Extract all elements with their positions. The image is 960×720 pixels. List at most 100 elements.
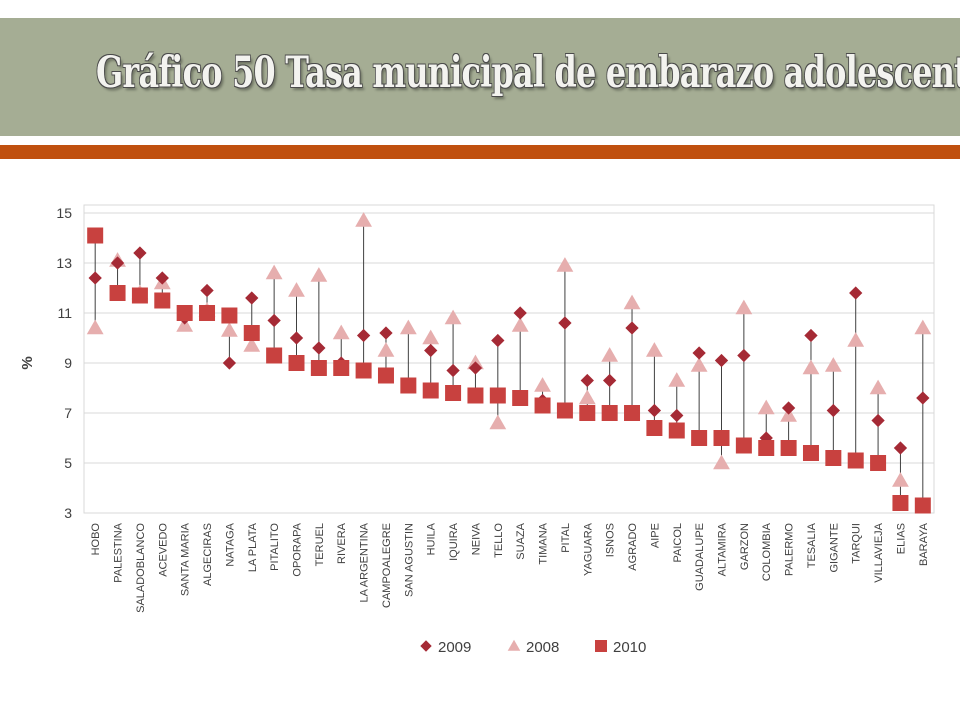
x-tick-label: PALERMO [784, 523, 796, 576]
point-2009 [356, 328, 371, 343]
point-2008 [332, 324, 350, 340]
x-tick-label: NATAGA [224, 522, 236, 566]
point-2008 [892, 472, 909, 487]
point-2009 [289, 331, 304, 345]
point-2010 [579, 405, 596, 421]
divider-line [0, 138, 960, 141]
x-tick-label: SUAZA [515, 522, 527, 559]
x-tick-label: ELIAS [895, 523, 907, 554]
point-2008 [444, 309, 462, 325]
x-tick-label: AIPE [649, 523, 661, 548]
point-2008 [690, 357, 708, 372]
point-2009 [110, 256, 125, 270]
chart-container: 3 5 7 9 11 13 15% HOBO PALESTINA SALADOBLANCO ACEV… [14, 178, 946, 678]
x-tick-label: VILLAVIEJA [873, 522, 885, 582]
point-2010 [691, 430, 708, 446]
x-tick-label: TERUEL [314, 523, 326, 566]
legend-marker-2010 [595, 640, 607, 652]
legend-label: 2008 [526, 639, 559, 656]
x-tick-label: HUILA [426, 522, 438, 555]
x-tick-label: RIVERA [336, 522, 348, 564]
point-2010 [310, 360, 327, 376]
y-tick-label: 3 [64, 505, 72, 521]
point-2008 [578, 389, 596, 405]
point-2010 [109, 285, 126, 301]
x-tick-label: GUADALUPE [694, 523, 706, 591]
point-2008 [399, 319, 417, 335]
x-tick-label: LA ARGENTINA [359, 522, 371, 602]
x-tick-label: LA PLATA [247, 522, 259, 572]
point-2010 [624, 405, 641, 421]
y-tick-label: 13 [56, 255, 72, 271]
point-2009 [826, 403, 840, 418]
point-2009 [647, 403, 662, 418]
point-2009 [804, 328, 818, 343]
legend-label: 2010 [613, 639, 646, 656]
point-2009 [200, 283, 214, 298]
x-tick-label: GIGANTE [828, 523, 840, 573]
point-2009 [513, 306, 527, 320]
y-tick-label: 7 [64, 405, 72, 421]
point-2010 [802, 445, 819, 461]
point-2009 [267, 313, 281, 328]
point-2008 [422, 329, 440, 345]
point-2008 [869, 379, 887, 395]
plot-area [83, 204, 935, 514]
x-tick-label: GARZON [739, 523, 751, 570]
x-tick-label: SAN AGUSTIN [403, 523, 415, 597]
point-2010 [422, 382, 439, 399]
point-2009 [893, 441, 908, 455]
legend-marker-2009 [420, 640, 432, 652]
point-2008 [265, 264, 283, 280]
point-2010 [400, 377, 417, 394]
point-2009 [737, 348, 751, 363]
point-2010 [266, 347, 283, 364]
x-tick-label: BARAYA [918, 522, 930, 566]
point-2010 [646, 420, 663, 436]
point-2010 [556, 402, 573, 419]
x-tick-label: TELLO [493, 523, 505, 558]
y-axis-label: % [19, 356, 36, 369]
point-2009 [245, 291, 259, 305]
point-2009 [88, 271, 102, 285]
y-tick-label: 9 [64, 355, 72, 371]
point-2009 [379, 326, 393, 340]
point-2010 [489, 387, 506, 404]
point-2010 [914, 497, 931, 514]
point-2009 [491, 333, 505, 348]
point-2010 [87, 227, 104, 244]
x-tick-label: COLOMBIA [761, 522, 773, 581]
x-tick-label: PALESTINA [113, 522, 125, 582]
point-2008 [713, 454, 730, 470]
point-2010 [288, 355, 305, 371]
legend-marker-2008 [507, 639, 521, 651]
point-2010 [243, 325, 260, 341]
x-tick-label: NEIVA [470, 522, 482, 555]
x-tick-label: ISNOS [605, 523, 617, 557]
chart-svg: 3 5 7 9 11 13 15% HOBO PALESTINA SALADOBLANCO ACEV… [19, 204, 935, 656]
y-tick-label: 15 [56, 205, 72, 221]
point-2009 [222, 356, 237, 370]
x-tick-label: TESALIA [806, 522, 818, 568]
point-2010 [467, 387, 484, 404]
x-tick-label: AGRADO [627, 523, 639, 571]
x-tick-label: CAMPOALEGRE [381, 523, 393, 608]
point-2008 [511, 317, 529, 332]
point-2009 [916, 391, 930, 405]
point-2008 [243, 337, 261, 352]
point-2010 [735, 437, 752, 454]
point-2008 [534, 377, 551, 392]
point-2010 [825, 450, 842, 466]
point-2008 [556, 257, 574, 272]
point-2009 [446, 363, 460, 378]
point-2008 [86, 319, 104, 335]
legend-label: 2009 [438, 639, 471, 656]
point-2009 [603, 373, 617, 388]
y-tick-label: 11 [57, 305, 72, 321]
point-2009 [849, 286, 863, 300]
slide-title: Gráfico 50 Tasa municipal de embarazo ad… [96, 48, 960, 98]
point-2008 [220, 322, 238, 337]
point-2009 [871, 413, 885, 428]
x-tick-label: ACEVEDO [157, 523, 169, 577]
point-2010 [512, 390, 529, 406]
